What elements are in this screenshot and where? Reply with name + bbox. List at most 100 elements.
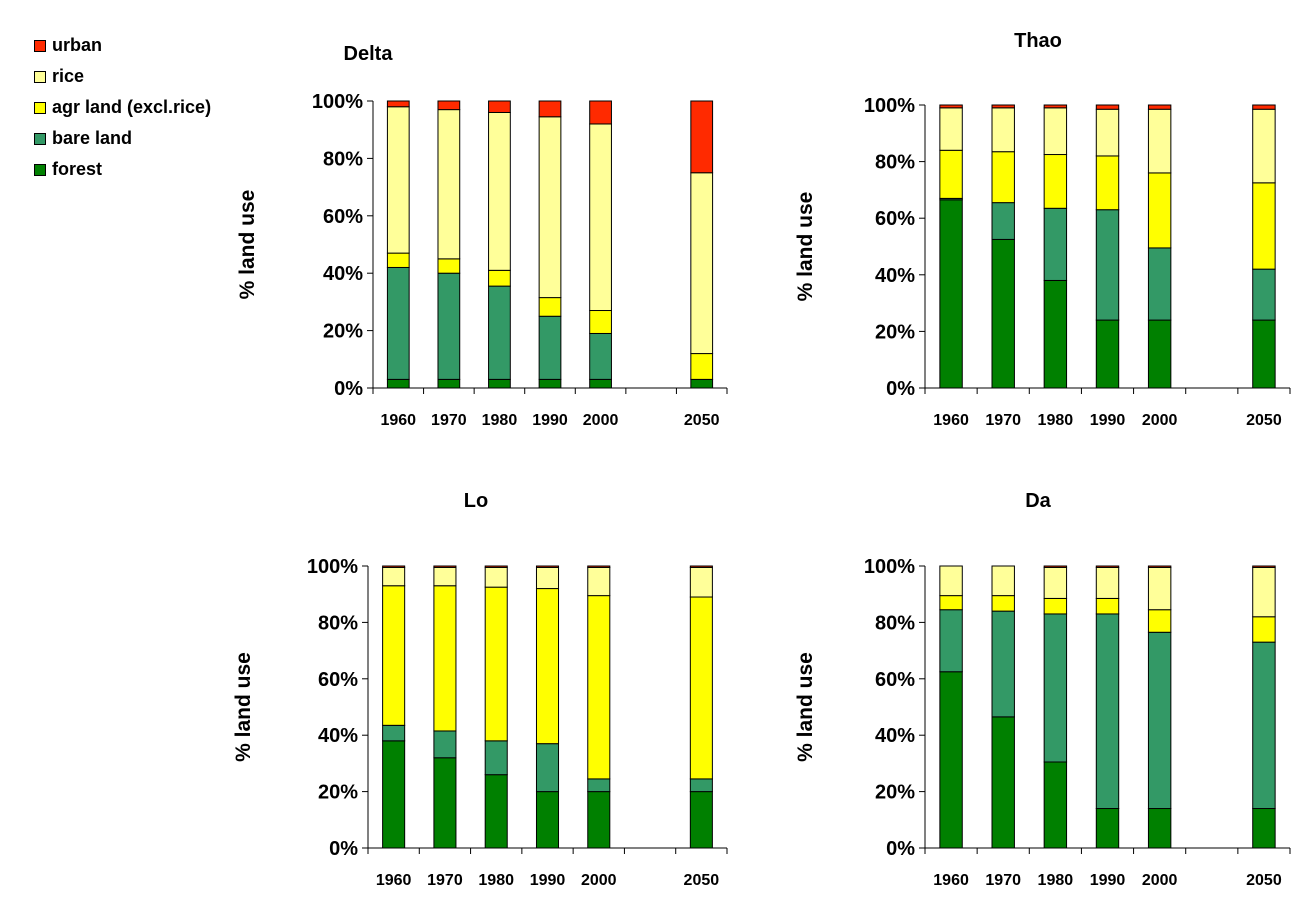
chart-thao-bar-forest-1970 bbox=[991, 238, 1015, 389]
chart-da-xtick-label: 2050 bbox=[1246, 872, 1282, 889]
chart-lo-bar-bare-land-1970 bbox=[433, 730, 457, 759]
chart-delta-bar-forest-1960 bbox=[386, 378, 410, 389]
legend-label: urban bbox=[52, 35, 103, 55]
chart-da-bar-urban-1980 bbox=[1043, 565, 1068, 568]
chart-da-xtick-label: 1980 bbox=[1038, 872, 1074, 889]
chart-da-ytick-label: 0% bbox=[886, 838, 915, 860]
chart-lo-ytick-label: 60% bbox=[318, 669, 358, 691]
chart-thao-bar-forest-1980 bbox=[1043, 279, 1068, 389]
chart-delta-ytick-label: 60% bbox=[323, 206, 363, 228]
chart-thao-bar-agr-land-excl-rice--1960 bbox=[939, 149, 963, 199]
chart-thao-bar-forest-2050 bbox=[1252, 319, 1276, 389]
chart-lo-ylabel: % land use bbox=[232, 652, 255, 762]
chart-lo-bar-urban-2050 bbox=[689, 565, 713, 568]
chart-delta-bar-urban-1960 bbox=[386, 100, 410, 108]
chart-da-ytick-label: 20% bbox=[875, 782, 915, 804]
chart-da-bar-rice-1960 bbox=[939, 565, 963, 597]
chart-da-bar-agr-land-excl-rice--2000 bbox=[1147, 609, 1172, 633]
chart-da-xtick-label: 1960 bbox=[933, 872, 969, 889]
chart-delta-bar-rice-2000 bbox=[589, 123, 612, 312]
chart-delta: Delta % land use 0% 20% 40% 60% 80% 100% 1960 197… bbox=[236, 43, 728, 429]
chart-da-bar-urban-2000 bbox=[1147, 565, 1172, 568]
chart-lo-bar-bare-land-1990 bbox=[535, 743, 560, 793]
chart-da-bar-agr-land-excl-rice--1960 bbox=[939, 595, 963, 611]
chart-thao-bar-agr-land-excl-rice--1970 bbox=[991, 151, 1015, 204]
chart-da: Da % land use 0% 20% 40% 60% 80% 100% 1960 1970 19… bbox=[794, 490, 1291, 889]
chart-delta-bar-agr-land-excl-rice--1990 bbox=[538, 297, 562, 317]
chart-thao-bar-agr-land-excl-rice--2050 bbox=[1252, 182, 1276, 270]
chart-lo-bar-rice-1960 bbox=[382, 566, 406, 587]
chart-da-xtick-label: 1990 bbox=[1090, 872, 1126, 889]
chart-da-bar-urban-1990 bbox=[1095, 565, 1120, 568]
chart-da-bar-rice-1970 bbox=[991, 565, 1015, 597]
chart-thao-bar-bare-land-1990 bbox=[1095, 209, 1120, 321]
chart-lo-bar-forest-2050 bbox=[689, 791, 713, 849]
chart-da-bar-bare-land-1960 bbox=[939, 609, 963, 673]
chart-legend: urban rice agr land (excl.rice) bare land fo… bbox=[34, 30, 211, 185]
chart-da-bar-rice-1990 bbox=[1095, 566, 1120, 599]
chart-da-bar-forest-1960 bbox=[939, 671, 963, 849]
chart-delta-bar-urban-2050 bbox=[690, 100, 714, 174]
chart-lo-bar-agr-land-excl-rice--2000 bbox=[587, 595, 611, 780]
chart-da-bar-forest-1980 bbox=[1043, 761, 1068, 849]
chart-thao-xtick-label: 1980 bbox=[1038, 412, 1074, 429]
chart-lo-bar-urban-1990 bbox=[535, 565, 560, 568]
chart-da-ytick-label: 40% bbox=[875, 725, 915, 747]
chart-thao-bar-urban-2050 bbox=[1252, 104, 1276, 110]
chart-delta-bar-agr-land-excl-rice--1970 bbox=[437, 258, 461, 274]
chart-da-ytick-label: 80% bbox=[875, 612, 915, 634]
chart-lo-ytick-label: 40% bbox=[318, 725, 358, 747]
chart-da-ylabel: % land use bbox=[794, 652, 817, 762]
chart-da-bar-bare-land-2000 bbox=[1147, 631, 1172, 810]
chart-thao-bar-rice-1960 bbox=[939, 107, 963, 151]
chart-lo-bar-agr-land-excl-rice--1970 bbox=[433, 585, 457, 732]
chart-thao-bar-bare-land-1980 bbox=[1043, 207, 1068, 281]
chart-lo-bar-forest-1970 bbox=[433, 757, 457, 849]
chart-thao-bar-agr-land-excl-rice--1980 bbox=[1043, 154, 1068, 209]
chart-lo-bar-rice-1980 bbox=[484, 566, 508, 588]
chart-delta-bar-forest-2000 bbox=[589, 378, 612, 389]
chart-da-bar-rice-2050 bbox=[1252, 566, 1276, 618]
chart-delta-bar-rice-1990 bbox=[538, 116, 562, 299]
legend-label: rice bbox=[52, 66, 85, 86]
chart-lo-bar-forest-1990 bbox=[535, 791, 560, 849]
chart-da-bar-bare-land-1970 bbox=[991, 610, 1015, 718]
chart-delta-bar-agr-land-excl-rice--1960 bbox=[386, 252, 410, 268]
chart-delta-xtick-label: 1970 bbox=[431, 412, 467, 429]
chart-thao-ytick-label: 60% bbox=[875, 208, 915, 230]
chart-delta-ytick-label: 40% bbox=[323, 263, 363, 285]
chart-thao-ytick-label: 20% bbox=[875, 321, 915, 343]
chart-delta-bar-rice-1960 bbox=[386, 106, 410, 254]
chart-thao-bar-rice-1990 bbox=[1095, 108, 1120, 157]
chart-delta-xtick-label: 1990 bbox=[532, 412, 568, 429]
chart-lo-ytick-label: 0% bbox=[329, 838, 358, 860]
chart-delta-bar-forest-1970 bbox=[437, 378, 461, 389]
chart-da-bar-agr-land-excl-rice--1970 bbox=[991, 595, 1015, 612]
chart-lo-bar-agr-land-excl-rice--1980 bbox=[484, 586, 508, 742]
chart-lo-bar-forest-1960 bbox=[382, 740, 406, 849]
chart-thao-bar-bare-land-2000 bbox=[1147, 247, 1172, 321]
chart-thao-bar-agr-land-excl-rice--1990 bbox=[1095, 155, 1120, 211]
chart-da-bar-bare-land-2050 bbox=[1252, 641, 1276, 810]
chart-delta-bar-agr-land-excl-rice--1980 bbox=[488, 269, 511, 287]
chart-da-xtick-label: 1970 bbox=[985, 872, 1021, 889]
chart-lo-bar-forest-2000 bbox=[587, 791, 611, 849]
chart-thao-bar-bare-land-2050 bbox=[1252, 268, 1276, 321]
chart-thao-bar-rice-1970 bbox=[991, 107, 1015, 153]
chart-delta-xtick-label: 1980 bbox=[482, 412, 518, 429]
chart-thao: Thao % land use 0% 20% 40% 60% 80% 100% 1960 1970… bbox=[794, 30, 1291, 429]
chart-thao-ytick-label: 40% bbox=[875, 265, 915, 287]
legend-item-urban: urban bbox=[34, 30, 211, 61]
chart-delta-title: Delta bbox=[344, 43, 394, 65]
chart-delta-ytick-label: 0% bbox=[334, 378, 363, 400]
chart-da-bar-forest-1990 bbox=[1095, 808, 1120, 849]
chart-delta-bar-urban-1990 bbox=[538, 100, 562, 118]
legend-swatch bbox=[34, 101, 46, 114]
chart-lo-bar-rice-1970 bbox=[433, 566, 457, 587]
chart-da-title: Da bbox=[1025, 490, 1051, 512]
chart-lo-xtick-label: 2000 bbox=[581, 872, 617, 889]
chart-thao-xtick-label: 1990 bbox=[1090, 412, 1126, 429]
chart-thao-bar-rice-2000 bbox=[1147, 108, 1172, 174]
legend-swatch bbox=[34, 39, 46, 52]
